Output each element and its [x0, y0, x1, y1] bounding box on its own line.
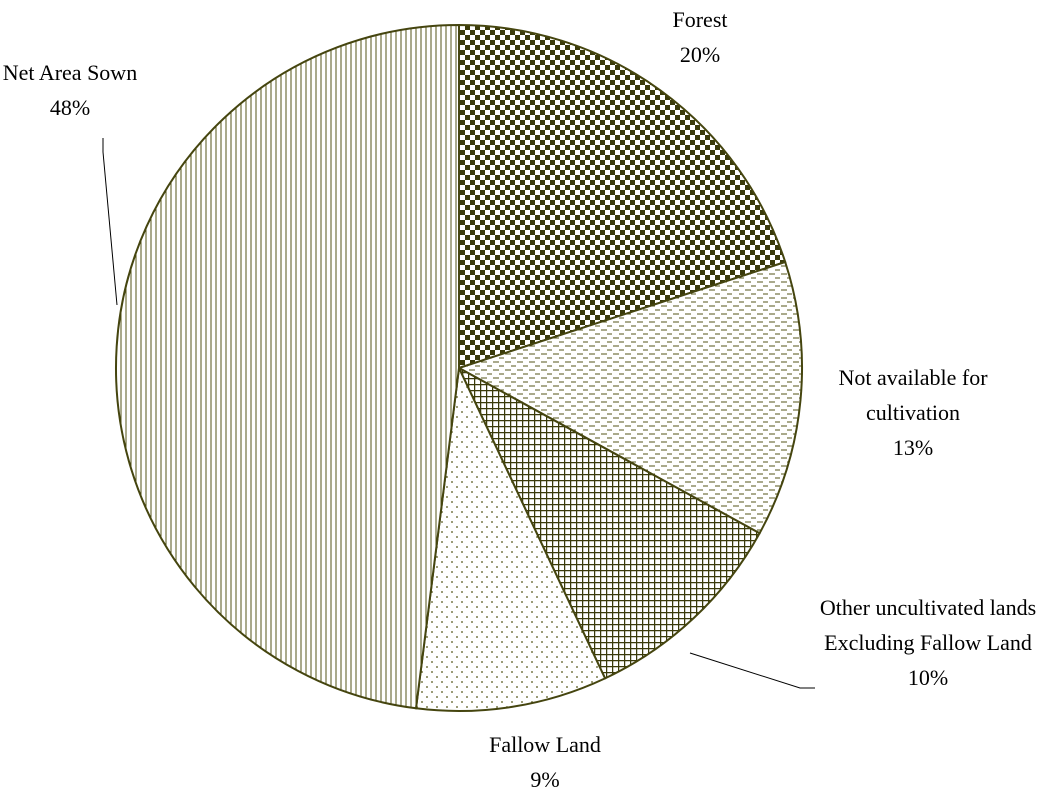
- leader-line: [689, 652, 815, 689]
- pie-slice: [456, 365, 761, 680]
- value-label: 10%: [907, 665, 949, 690]
- slice-label: Net Area Sown 48%: [0, 55, 185, 125]
- value-label: 9%: [530, 767, 560, 792]
- slice-label: Fallow Land 9%: [430, 727, 660, 795]
- slice-label: Not available for cultivation 13%: [798, 360, 1028, 465]
- slice-label: Forest 20%: [585, 2, 815, 72]
- category-label: Fallow Land: [489, 732, 601, 757]
- value-label: 48%: [49, 95, 91, 120]
- category-label: Net Area Sown: [2, 60, 138, 85]
- category-label: Not available for cultivation: [838, 365, 988, 425]
- value-label: 13%: [892, 435, 934, 460]
- pie-slice: [414, 364, 607, 712]
- pie-slice: [115, 23, 460, 710]
- pie-slice: [458, 23, 787, 370]
- leader-line: [102, 138, 118, 306]
- slice-label: Other uncultivated lands Excluding Fallo…: [813, 590, 1043, 695]
- pie-slice: [456, 260, 803, 535]
- category-label: Other uncultivated lands Excluding Fallo…: [819, 595, 1037, 655]
- value-label: 20%: [679, 42, 721, 67]
- category-label: Forest: [672, 7, 728, 32]
